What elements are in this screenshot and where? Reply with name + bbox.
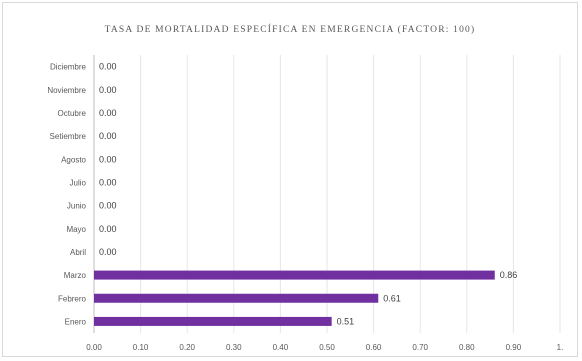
bar bbox=[94, 293, 379, 303]
data-label: 0.00 bbox=[99, 62, 117, 72]
x-tick-label: 0.20 bbox=[179, 343, 195, 352]
x-tick-label: 0.90 bbox=[506, 343, 522, 352]
x-tick-label: 0.80 bbox=[459, 343, 475, 352]
bar bbox=[94, 270, 495, 280]
x-tick-label: 1. bbox=[557, 343, 564, 352]
x-tick-label: 0.60 bbox=[366, 343, 382, 352]
data-label: 0.00 bbox=[99, 154, 117, 164]
data-label: 0.51 bbox=[337, 316, 355, 326]
category-label: Diciembre bbox=[50, 63, 87, 72]
data-label: 0.00 bbox=[99, 201, 117, 211]
category-label: Marzo bbox=[64, 271, 87, 280]
data-label: 0.61 bbox=[383, 293, 401, 303]
data-label: 0.00 bbox=[99, 177, 117, 187]
x-tick-label: 0.40 bbox=[273, 343, 289, 352]
x-tick-label: 0.70 bbox=[412, 343, 428, 352]
data-label: 0.00 bbox=[99, 224, 117, 234]
x-tick-label: 0.30 bbox=[226, 343, 242, 352]
data-label: 0.00 bbox=[99, 247, 117, 257]
category-label: Noviembre bbox=[47, 86, 86, 95]
category-label: Enero bbox=[65, 317, 87, 326]
data-label: 0.00 bbox=[99, 131, 117, 141]
category-label: Junio bbox=[67, 202, 87, 211]
chart-title: TASA DE MORTALIDAD ESPECÍFICA EN EMERGEN… bbox=[104, 25, 476, 35]
x-tick-label: 0.10 bbox=[133, 343, 149, 352]
category-label: Setiembre bbox=[50, 132, 87, 141]
x-tick-label: 0.00 bbox=[86, 343, 102, 352]
category-label: Julio bbox=[70, 178, 87, 187]
x-tick-label: 0.50 bbox=[319, 343, 335, 352]
data-label: 0.00 bbox=[99, 108, 117, 118]
bar bbox=[94, 316, 332, 326]
category-label: Octubre bbox=[58, 109, 87, 118]
data-label: 0.00 bbox=[99, 85, 117, 95]
category-label: Febrero bbox=[58, 294, 87, 303]
data-label: 0.86 bbox=[500, 270, 518, 280]
category-label: Mayo bbox=[66, 225, 86, 234]
category-label: Agosto bbox=[61, 155, 86, 164]
category-label: Abril bbox=[70, 248, 86, 257]
